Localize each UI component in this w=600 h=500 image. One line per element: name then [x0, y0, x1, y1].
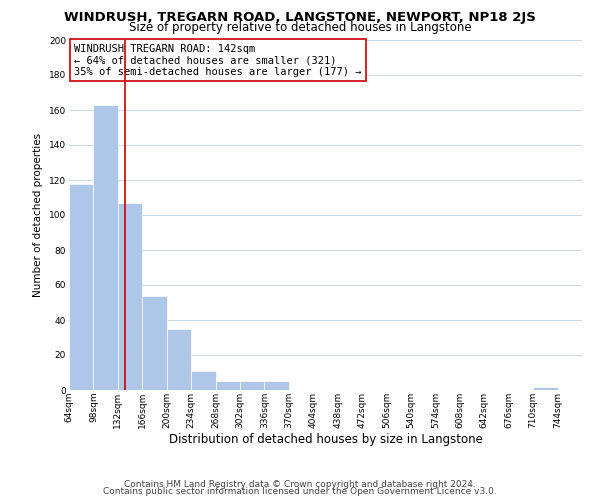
- Text: WINDRUSH, TREGARN ROAD, LANGSTONE, NEWPORT, NP18 2JS: WINDRUSH, TREGARN ROAD, LANGSTONE, NEWPO…: [64, 11, 536, 24]
- Bar: [265, 381, 289, 390]
- Y-axis label: Number of detached properties: Number of detached properties: [34, 133, 43, 297]
- Text: Contains HM Land Registry data © Crown copyright and database right 2024.: Contains HM Land Registry data © Crown c…: [124, 480, 476, 489]
- Text: WINDRUSH TREGARN ROAD: 142sqm
← 64% of detached houses are smaller (321)
35% of : WINDRUSH TREGARN ROAD: 142sqm ← 64% of d…: [74, 44, 362, 76]
- Bar: [533, 386, 557, 390]
- Bar: [240, 381, 265, 390]
- Bar: [142, 296, 167, 390]
- Bar: [167, 329, 191, 390]
- Bar: [69, 184, 94, 390]
- Text: Size of property relative to detached houses in Langstone: Size of property relative to detached ho…: [128, 22, 472, 35]
- Bar: [191, 371, 215, 390]
- Text: Contains public sector information licensed under the Open Government Licence v3: Contains public sector information licen…: [103, 487, 497, 496]
- Bar: [118, 203, 142, 390]
- Bar: [215, 381, 240, 390]
- Bar: [94, 105, 118, 390]
- X-axis label: Distribution of detached houses by size in Langstone: Distribution of detached houses by size …: [169, 434, 482, 446]
